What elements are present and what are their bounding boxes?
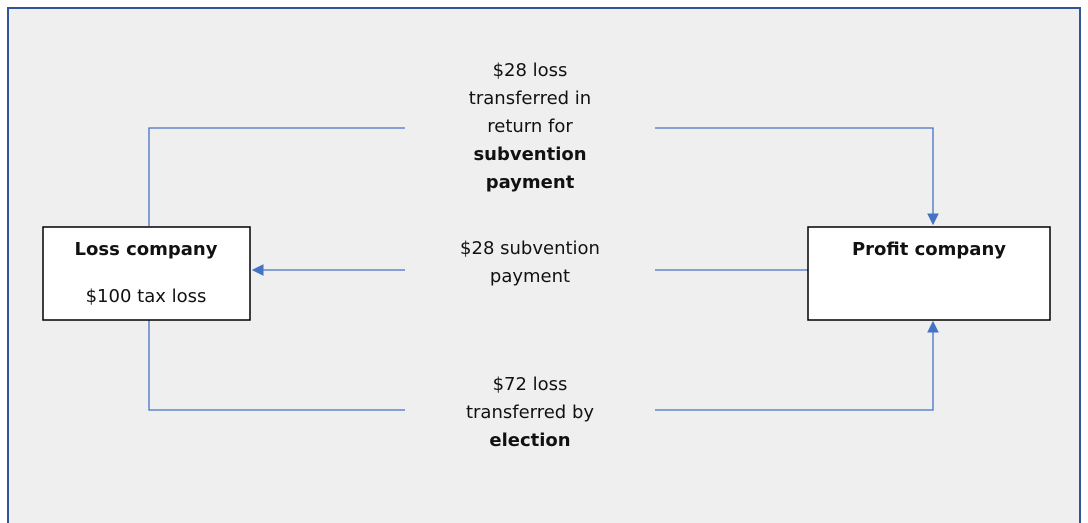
edge-label-bold: payment <box>486 172 575 193</box>
edge-label: $28 subvention <box>460 238 600 259</box>
node-title: Loss company <box>75 239 218 260</box>
arrow <box>655 127 939 226</box>
node-text: $100 tax loss <box>86 286 207 307</box>
connector <box>148 127 405 226</box>
edge-label: transferred by <box>466 402 594 423</box>
edge-label-bold: subvention <box>473 144 586 165</box>
edge-label: transferred in <box>469 88 591 109</box>
edge-label: payment <box>490 266 570 287</box>
edge-label: $28 loss <box>493 60 568 81</box>
node-box <box>807 226 1051 321</box>
node-title: Profit company <box>852 239 1006 260</box>
edge-label: return for <box>487 116 573 137</box>
edge-label: $72 loss <box>493 374 568 395</box>
node-box <box>42 226 251 321</box>
connector <box>148 320 405 411</box>
edge-label-bold: election <box>489 430 570 451</box>
arrow <box>655 320 939 411</box>
